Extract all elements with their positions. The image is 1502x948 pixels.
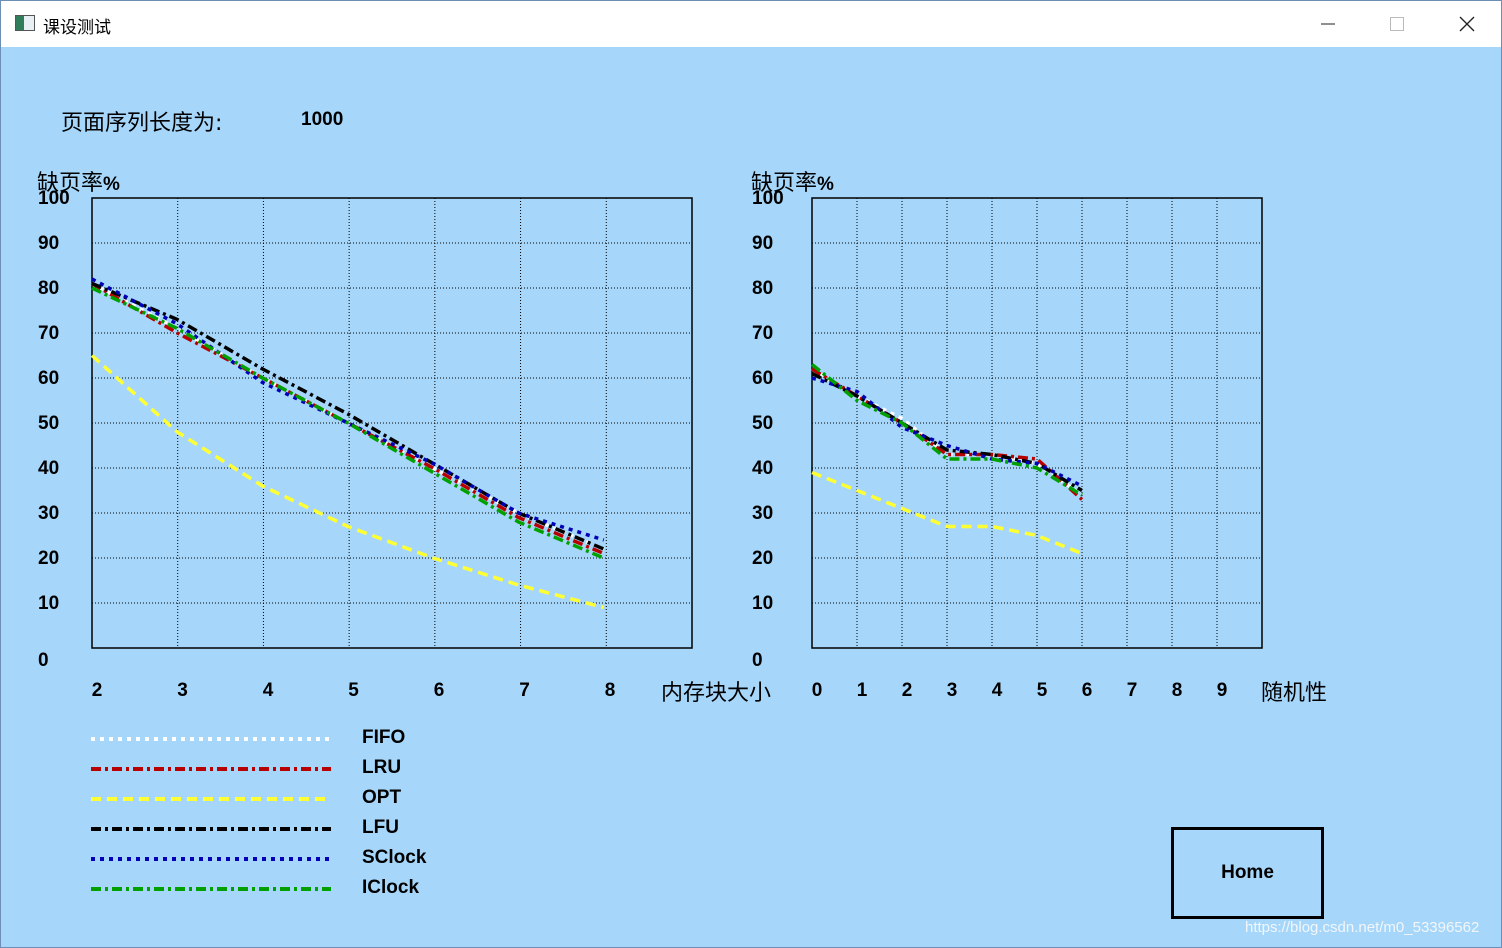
right-chart-ylabel: 缺页率%	[751, 165, 834, 197]
y-tick-label: 60	[752, 368, 773, 389]
x-tick-label: 1	[857, 680, 868, 701]
y-tick-label: 70	[752, 323, 773, 344]
plot-frame	[91, 197, 693, 649]
y-tick-label: 10	[752, 593, 773, 614]
x-tick-label: 8	[1172, 680, 1183, 701]
x-tick-label: 3	[947, 680, 958, 701]
legend-label-fifo: FIFO	[362, 727, 406, 748]
series-line-lru	[811, 367, 1084, 501]
series-line-sclock	[91, 277, 605, 542]
y-tick-label: 0	[38, 650, 49, 671]
y-tick-label: 90	[752, 233, 773, 254]
left-chart: 0 10 20 30 40 50 60 70 80 90 100 2 3 4 5 6 7 8	[38, 188, 693, 701]
x-tick-label: 6	[434, 680, 445, 701]
x-tick-label: 2	[902, 680, 913, 701]
series-line-opt	[90, 354, 605, 610]
window-title: 课设测试	[43, 18, 111, 38]
left-ylabel-text: 缺页率	[37, 171, 104, 196]
right-ylabel-unit: %	[817, 174, 834, 195]
x-tick-label: 5	[1037, 680, 1048, 701]
close-icon	[1459, 16, 1475, 32]
y-tick-label: 80	[752, 278, 773, 299]
series-line-iclock	[91, 286, 605, 560]
right-chart: 0 10 20 30 40 50 60 70 80 90 100 0 1 2 3 4 5 6 7 8 9	[752, 188, 1263, 701]
x-tick-label: 3	[177, 680, 188, 701]
right-ylabel-text: 缺页率	[751, 171, 818, 196]
y-tick-label: 40	[38, 458, 59, 479]
legend-label-lfu: LFU	[362, 817, 399, 838]
y-tick-label: 60	[38, 368, 59, 389]
left-chart-ylabel: 缺页率%	[37, 165, 120, 197]
y-tick-label: 0	[752, 650, 763, 671]
sequence-length-value: 1000	[301, 109, 344, 130]
client-area: 页面序列长度为: 1000 缺页率% 缺页率% 内存块大小 随机性 0 10 20 3…	[1, 47, 1501, 947]
x-tick-label: 5	[348, 680, 359, 701]
x-tick-label: 0	[812, 680, 823, 701]
y-tick-label: 40	[752, 458, 773, 479]
y-tick-label: 50	[38, 413, 59, 434]
plot-frame	[811, 197, 1263, 649]
watermark: https://blog.csdn.net/m0_53396562	[1245, 919, 1480, 936]
series-line-opt	[811, 470, 1083, 556]
y-tick-label: 30	[38, 503, 59, 524]
legend-label-sclock: SClock	[362, 847, 427, 868]
y-tick-label: 10	[38, 593, 59, 614]
minimize-button[interactable]	[1293, 1, 1363, 47]
x-tick-label: 4	[263, 680, 274, 701]
x-tick-label: 2	[92, 680, 103, 701]
home-button[interactable]: Home	[1171, 827, 1324, 919]
series-line-iclock	[810, 363, 1083, 497]
x-tick-label: 4	[992, 680, 1003, 701]
legend-label-opt: OPT	[362, 787, 402, 808]
minimize-icon	[1321, 23, 1335, 25]
title-bar[interactable]: 课设测试	[1, 1, 1501, 47]
close-button[interactable]	[1432, 1, 1502, 47]
sequence-length-label: 页面序列长度为:	[61, 111, 223, 136]
y-tick-label: 70	[38, 323, 59, 344]
left-chart-xlabel: 内存块大小	[661, 681, 772, 706]
y-tick-label: 20	[752, 548, 773, 569]
series-line-lru	[91, 281, 605, 556]
x-tick-label: 8	[605, 680, 616, 701]
y-tick-label: 80	[38, 278, 59, 299]
x-tick-label: 7	[519, 680, 530, 701]
app-icon	[15, 15, 35, 31]
y-tick-label: 100	[752, 188, 784, 209]
left-ylabel-unit: %	[103, 174, 120, 195]
legend-label-iclock: IClock	[362, 877, 420, 898]
y-tick-label: 100	[38, 188, 70, 209]
maximize-button[interactable]	[1362, 1, 1432, 47]
x-tick-label: 6	[1082, 680, 1093, 701]
y-tick-label: 50	[752, 413, 773, 434]
series-line-sclock	[811, 376, 1083, 488]
y-tick-label: 30	[752, 503, 773, 524]
x-tick-label: 9	[1217, 680, 1228, 701]
maximize-icon	[1390, 17, 1404, 31]
y-tick-label: 20	[38, 548, 59, 569]
right-chart-xlabel: 随机性	[1261, 681, 1328, 706]
x-tick-label: 7	[1127, 680, 1138, 701]
y-tick-label: 90	[38, 233, 59, 254]
legend-label-lru: LRU	[362, 757, 402, 778]
